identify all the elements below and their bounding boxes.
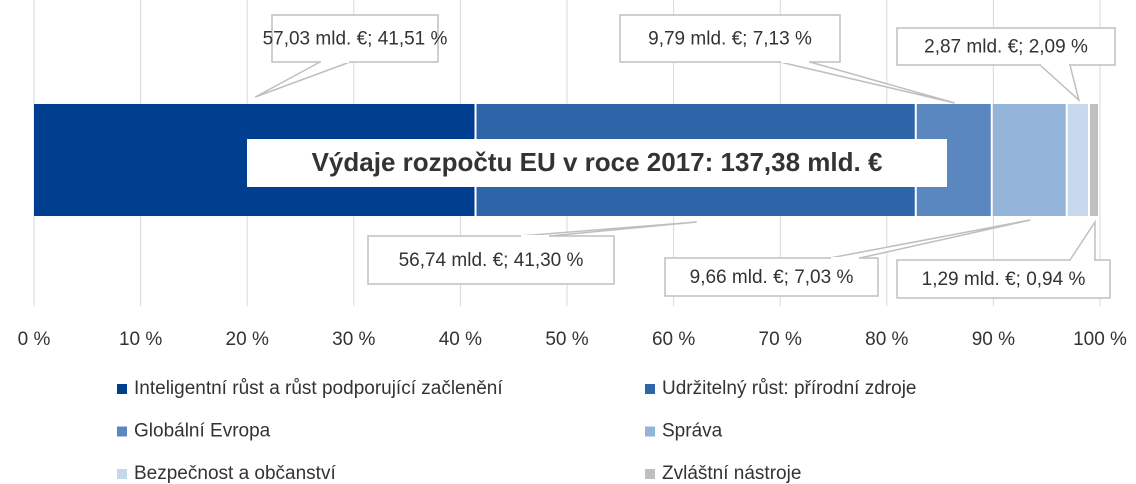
legend-swatch	[645, 426, 655, 437]
x-tick-label: 90 %	[972, 329, 1015, 350]
x-tick-label: 70 %	[759, 329, 802, 350]
legend-label: Globální Evropa	[134, 421, 271, 442]
callout-box	[367, 235, 615, 285]
x-tick-label: 50 %	[545, 329, 588, 350]
legend-swatch	[117, 426, 127, 437]
bars	[34, 104, 1098, 216]
x-tick-label: 100 %	[1073, 329, 1127, 350]
bar-segment	[992, 104, 1066, 216]
callout-pointer	[254, 61, 351, 98]
legend-label: Bezpečnost a občanství	[134, 463, 336, 484]
legend-swatch	[117, 384, 127, 394]
value-label: 56,74 mld. €; 41,30 %	[399, 250, 584, 271]
value-label: 57,03 mld. €; 41,51 %	[263, 29, 448, 50]
x-tick-label: 30 %	[332, 329, 375, 350]
callout-box	[619, 14, 841, 63]
value-label: 2,87 mld. €; 2,09 %	[924, 37, 1088, 58]
legend: Inteligentní růst a růst podporující zač…	[117, 378, 917, 484]
value-label: 9,66 mld. €; 7,03 %	[690, 267, 854, 288]
value-labels: 57,03 mld. €; 41,51 % 56,74 mld. €; 41,30…	[254, 14, 1116, 299]
legend-label: Zvláštní nástroje	[662, 463, 801, 484]
bar-segment	[1067, 104, 1088, 216]
callout-pointer	[1038, 64, 1081, 103]
legend-swatch	[645, 469, 655, 479]
x-tick-label: 20 %	[226, 329, 269, 350]
legend-label: Správa	[662, 421, 723, 442]
callout-pointer	[519, 221, 697, 237]
value-label: 1,29 mld. €; 0,94 %	[922, 269, 1086, 290]
legend-swatch	[117, 469, 127, 479]
callout-pointer	[829, 219, 1031, 259]
title-box	[247, 139, 947, 187]
bar-segment	[1089, 104, 1098, 216]
x-tick-label: 40 %	[439, 329, 482, 350]
callout-box	[896, 259, 1111, 299]
callout-box	[896, 27, 1116, 66]
x-tick-label: 80 %	[865, 329, 908, 350]
x-tick-label: 10 %	[119, 329, 162, 350]
callout-pointer	[779, 61, 955, 104]
x-tick-label: 60 %	[652, 329, 695, 350]
callout-pointer	[1068, 219, 1096, 261]
callout-box	[271, 14, 439, 63]
x-tick-label: 0 %	[18, 329, 51, 350]
chart-title: Výdaje rozpočtu EU v roce 2017: 137,38 m…	[312, 147, 883, 177]
legend-label: Inteligentní růst a růst podporující zač…	[134, 378, 503, 399]
legend-label: Udržitelný růst: přírodní zdroje	[662, 378, 917, 399]
callout-box	[664, 257, 879, 297]
value-label: 9,79 mld. €; 7,13 %	[648, 29, 812, 50]
legend-swatch	[645, 384, 655, 394]
